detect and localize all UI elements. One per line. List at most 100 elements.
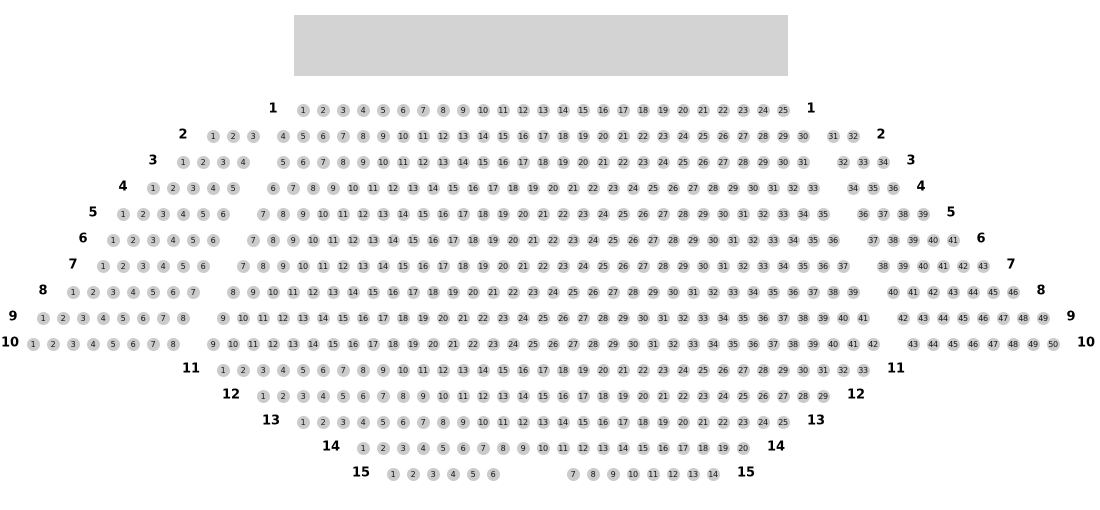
seat-row-6-38[interactable]: 38 [886,233,900,247]
seat-row-13-2[interactable]: 2 [316,415,330,429]
seat-row-6-6[interactable]: 6 [206,233,220,247]
seat-row-2-15[interactable]: 15 [496,129,510,143]
seat-row-6-1[interactable]: 1 [106,233,120,247]
seat-row-9-37[interactable]: 37 [776,311,790,325]
seat-row-4-5[interactable]: 5 [226,181,240,195]
seat-row-10-12[interactable]: 12 [266,337,280,351]
seat-row-11-6[interactable]: 6 [316,363,330,377]
seat-row-5-7[interactable]: 7 [256,207,270,221]
seat-row-7-20[interactable]: 20 [496,259,510,273]
seat-row-2-11[interactable]: 11 [416,129,430,143]
seat-row-2-8[interactable]: 8 [356,129,370,143]
seat-row-13-11[interactable]: 11 [496,415,510,429]
seat-row-7-10[interactable]: 10 [296,259,310,273]
seat-row-11-16[interactable]: 16 [516,363,530,377]
seat-row-6-37[interactable]: 37 [866,233,880,247]
seat-row-6-8[interactable]: 8 [266,233,280,247]
seat-row-4-11[interactable]: 11 [366,181,380,195]
seat-row-1-10[interactable]: 10 [476,103,490,117]
seat-row-10-28[interactable]: 28 [586,337,600,351]
seat-row-15-5[interactable]: 5 [466,467,480,481]
seat-row-10-10[interactable]: 10 [226,337,240,351]
seat-row-5-5[interactable]: 5 [196,207,210,221]
seat-row-6-39[interactable]: 39 [906,233,920,247]
seat-row-7-33[interactable]: 33 [756,259,770,273]
seat-row-6-23[interactable]: 23 [566,233,580,247]
seat-row-6-29[interactable]: 29 [686,233,700,247]
seat-row-12-10[interactable]: 10 [436,389,450,403]
seat-row-14-18[interactable]: 18 [696,441,710,455]
seat-row-7-35[interactable]: 35 [796,259,810,273]
seat-row-10-17[interactable]: 17 [366,337,380,351]
seat-row-2-21[interactable]: 21 [616,129,630,143]
seat-row-6-28[interactable]: 28 [666,233,680,247]
seat-row-1-23[interactable]: 23 [736,103,750,117]
seat-row-1-22[interactable]: 22 [716,103,730,117]
seat-row-8-2[interactable]: 2 [86,285,100,299]
seat-row-8-36[interactable]: 36 [786,285,800,299]
seat-row-11-3[interactable]: 3 [256,363,270,377]
seat-row-14-14[interactable]: 14 [616,441,630,455]
seat-row-10-27[interactable]: 27 [566,337,580,351]
seat-row-4-10[interactable]: 10 [346,181,360,195]
seat-row-3-3[interactable]: 3 [216,155,230,169]
seat-row-7-41[interactable]: 41 [936,259,950,273]
seat-row-3-4[interactable]: 4 [236,155,250,169]
seat-row-7-40[interactable]: 40 [916,259,930,273]
seat-row-10-45[interactable]: 45 [946,337,960,351]
seat-row-3-34[interactable]: 34 [876,155,890,169]
seat-row-12-12[interactable]: 12 [476,389,490,403]
seat-row-14-17[interactable]: 17 [676,441,690,455]
seat-row-9-35[interactable]: 35 [736,311,750,325]
seat-row-5-26[interactable]: 26 [636,207,650,221]
seat-row-10-11[interactable]: 11 [246,337,260,351]
seat-row-11-13[interactable]: 13 [456,363,470,377]
seat-row-11-18[interactable]: 18 [556,363,570,377]
seat-row-1-7[interactable]: 7 [416,103,430,117]
seat-row-4-14[interactable]: 14 [426,181,440,195]
seat-row-10-50[interactable]: 50 [1046,337,1060,351]
seat-row-7-24[interactable]: 24 [576,259,590,273]
seat-row-9-1[interactable]: 1 [36,311,50,325]
seat-row-10-22[interactable]: 22 [466,337,480,351]
seat-row-7-13[interactable]: 13 [356,259,370,273]
seat-row-6-3[interactable]: 3 [146,233,160,247]
seat-row-5-25[interactable]: 25 [616,207,630,221]
seat-row-5-39[interactable]: 39 [916,207,930,221]
seat-row-13-12[interactable]: 12 [516,415,530,429]
seat-row-13-1[interactable]: 1 [296,415,310,429]
seat-row-6-33[interactable]: 33 [766,233,780,247]
seat-row-8-33[interactable]: 33 [726,285,740,299]
seat-row-9-42[interactable]: 42 [896,311,910,325]
seat-row-3-30[interactable]: 30 [776,155,790,169]
seat-row-13-14[interactable]: 14 [556,415,570,429]
seat-row-7-7[interactable]: 7 [236,259,250,273]
seat-row-3-1[interactable]: 1 [176,155,190,169]
seat-row-8-29[interactable]: 29 [646,285,660,299]
seat-row-11-14[interactable]: 14 [476,363,490,377]
seat-row-13-19[interactable]: 19 [656,415,670,429]
seat-row-3-27[interactable]: 27 [716,155,730,169]
seat-row-9-12[interactable]: 12 [276,311,290,325]
seat-row-11-28[interactable]: 28 [756,363,770,377]
seat-row-6-7[interactable]: 7 [246,233,260,247]
seat-row-2-6[interactable]: 6 [316,129,330,143]
seat-row-9-6[interactable]: 6 [136,311,150,325]
seat-row-2-4[interactable]: 4 [276,129,290,143]
seat-row-8-21[interactable]: 21 [486,285,500,299]
seat-row-2-29[interactable]: 29 [776,129,790,143]
seat-row-8-25[interactable]: 25 [566,285,580,299]
seat-row-10-16[interactable]: 16 [346,337,360,351]
seat-row-7-2[interactable]: 2 [116,259,130,273]
seat-row-10-25[interactable]: 25 [526,337,540,351]
seat-row-7-42[interactable]: 42 [956,259,970,273]
seat-row-1-18[interactable]: 18 [636,103,650,117]
seat-row-8-7[interactable]: 7 [186,285,200,299]
seat-row-5-18[interactable]: 18 [476,207,490,221]
seat-row-2-10[interactable]: 10 [396,129,410,143]
seat-row-9-10[interactable]: 10 [236,311,250,325]
seat-row-12-4[interactable]: 4 [316,389,330,403]
seat-row-1-4[interactable]: 4 [356,103,370,117]
seat-row-8-40[interactable]: 40 [886,285,900,299]
seat-row-8-34[interactable]: 34 [746,285,760,299]
